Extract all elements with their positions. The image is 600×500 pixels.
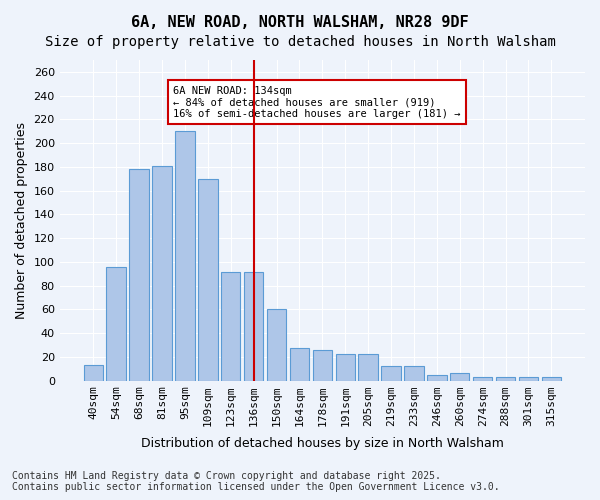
Bar <box>106 266 126 380</box>
Bar <box>427 374 446 380</box>
Bar <box>473 377 493 380</box>
Bar <box>358 354 378 380</box>
Bar <box>450 374 469 380</box>
Bar <box>382 366 401 380</box>
Text: Contains HM Land Registry data © Crown copyright and database right 2025.
Contai: Contains HM Land Registry data © Crown c… <box>12 471 500 492</box>
Bar <box>290 348 309 380</box>
Bar <box>542 377 561 380</box>
X-axis label: Distribution of detached houses by size in North Walsham: Distribution of detached houses by size … <box>141 437 504 450</box>
Bar <box>244 272 263 380</box>
Bar <box>83 365 103 380</box>
Bar <box>404 366 424 380</box>
Bar <box>175 131 194 380</box>
Text: 6A NEW ROAD: 134sqm
← 84% of detached houses are smaller (919)
16% of semi-detac: 6A NEW ROAD: 134sqm ← 84% of detached ho… <box>173 86 461 119</box>
Y-axis label: Number of detached properties: Number of detached properties <box>15 122 28 319</box>
Bar <box>313 350 332 380</box>
Text: Size of property relative to detached houses in North Walsham: Size of property relative to detached ho… <box>44 35 556 49</box>
Bar <box>130 169 149 380</box>
Bar <box>335 354 355 380</box>
Bar <box>496 377 515 380</box>
Bar <box>267 310 286 380</box>
Bar <box>519 377 538 380</box>
Bar <box>221 272 241 380</box>
Bar <box>198 178 218 380</box>
Bar <box>152 166 172 380</box>
Text: 6A, NEW ROAD, NORTH WALSHAM, NR28 9DF: 6A, NEW ROAD, NORTH WALSHAM, NR28 9DF <box>131 15 469 30</box>
